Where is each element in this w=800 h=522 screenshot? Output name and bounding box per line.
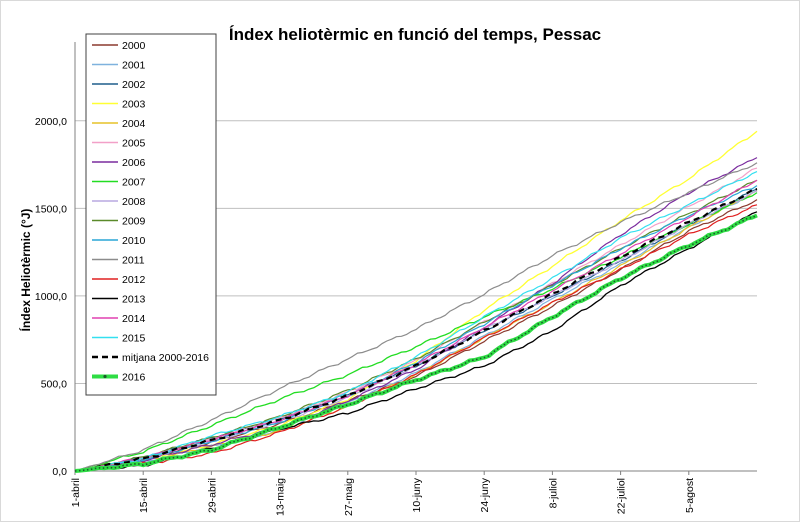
y-tick-label: 2000,0 <box>35 116 67 128</box>
legend-label: 2000 <box>122 40 146 52</box>
legend-label: 2015 <box>122 333 146 345</box>
y-axis-label: Índex Heliotèrmic (°J) <box>18 209 33 332</box>
series-line-2001 <box>74 190 758 472</box>
legend-label: 2010 <box>122 235 146 247</box>
y-tick-label: 1500,0 <box>35 203 67 215</box>
legend-label: 2007 <box>122 177 146 189</box>
legend-label: 2003 <box>122 99 146 111</box>
x-tick-label: 22-juliol <box>616 478 628 514</box>
x-tick-label: 15-abril <box>138 478 150 513</box>
legend-label: 2002 <box>122 79 146 91</box>
x-tick-label: 5-agost <box>684 478 696 513</box>
series-line-2016-dots <box>74 214 758 472</box>
x-tick-label: 13-maig <box>275 478 287 516</box>
legend-label: 2011 <box>122 255 145 267</box>
x-tick-label: 29-abril <box>206 478 218 513</box>
series-line-2015 <box>74 171 758 472</box>
legend-label: 2005 <box>122 138 146 150</box>
x-tick-label: 10-juny <box>411 477 423 512</box>
legend-label: 2004 <box>122 118 146 130</box>
series-lines <box>74 130 758 473</box>
series-line-2011 <box>74 162 758 472</box>
legend-label: 2013 <box>122 294 146 306</box>
x-tick-label: 24-juny <box>479 477 491 512</box>
y-axis-ticks: 0,0 500,0 1000,0 1500,0 2000,0 <box>35 116 67 478</box>
x-tick-label: 1-abril <box>70 478 82 507</box>
legend-box <box>85 33 217 396</box>
legend-label: 2001 <box>122 60 146 72</box>
x-tick-label: 8-juliol <box>547 478 559 508</box>
y-tick-label: 500,0 <box>41 378 67 390</box>
legend-label: 2006 <box>122 157 146 169</box>
legend-label: 2012 <box>122 274 146 286</box>
legend-label: 2014 <box>122 313 146 325</box>
y-tick-label: 0,0 <box>52 466 67 478</box>
legend: 2000 2001 2002 2003 2004 2005 2006 2007 2008 2009… <box>85 33 217 396</box>
x-axis-ticks: 1-abril 15-abril 29-abril 13-maig 27-maig 10-… <box>70 471 696 516</box>
legend-label: 2009 <box>122 216 146 228</box>
x-tick-label: 27-maig <box>343 478 355 516</box>
legend-label: 2008 <box>122 196 146 208</box>
series-line-2006 <box>74 157 758 472</box>
y-tick-label: 1000,0 <box>35 291 67 303</box>
legend-label: 2016 <box>122 372 146 384</box>
legend-swatch-dot <box>103 374 107 379</box>
chart-title: Índex heliotèrmic en funció del temps, P… <box>229 25 601 44</box>
legend-label: mitjana 2000-2016 <box>122 352 209 364</box>
series-line-mitjana-2000-2016 <box>74 188 758 473</box>
series-line-2012 <box>74 204 758 472</box>
series-line-2007 <box>74 192 758 472</box>
